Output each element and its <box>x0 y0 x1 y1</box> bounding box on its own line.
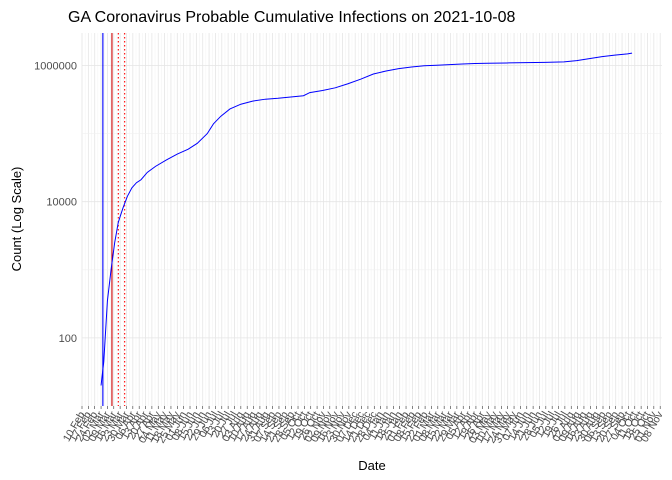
y-tick-label: 1000000 <box>34 60 77 72</box>
chart-title: GA Coronavirus Probable Cumulative Infec… <box>68 9 515 26</box>
y-axis: 100 10000 1000000 <box>34 60 77 344</box>
reference-lines <box>102 33 126 406</box>
y-tick-label: 10000 <box>46 197 77 209</box>
x-axis-title: Date <box>358 458 385 473</box>
series-line <box>100 52 633 386</box>
grid <box>81 33 662 406</box>
y-axis-title: Count (Log Scale) <box>9 167 24 272</box>
series-layer <box>100 52 633 386</box>
y-tick-label: 100 <box>59 333 77 345</box>
